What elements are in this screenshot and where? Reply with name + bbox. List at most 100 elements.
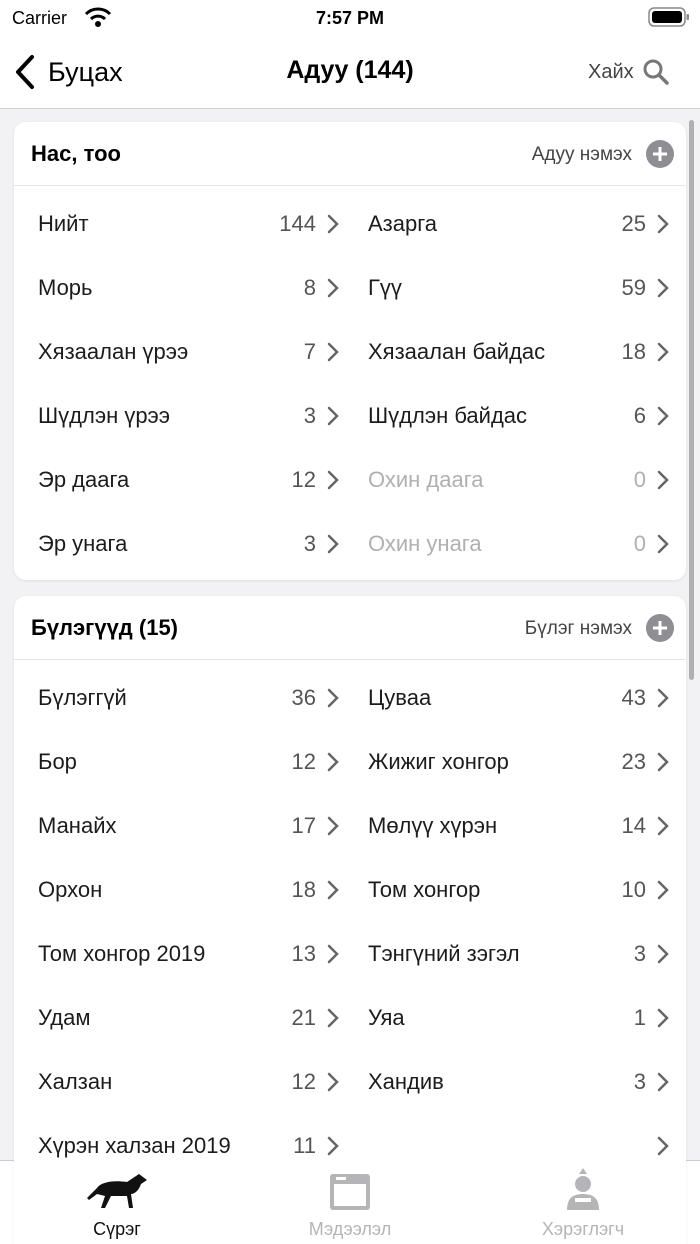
tab[interactable]: Мэдээлэл [250,1162,450,1242]
item-label: Охин унага [368,531,482,556]
list-item[interactable]: Бүлэггүй 36 [24,668,350,728]
tab-label: Хэрэглэгч [541,1219,625,1239]
search-button[interactable]: Хайх [580,52,680,92]
chevron [327,816,339,836]
chevron [657,278,669,298]
item-label: Хязаалан байдас [368,339,546,364]
list-item[interactable]: Азарга 25 [354,194,680,254]
list-item[interactable]: Том хонгор 10 [354,860,680,920]
list-item[interactable]: Хандив 3 [354,1052,680,1112]
list-item[interactable]: Хязаалан үрээ 7 [24,322,350,382]
item-label: Шүдлэн байдас [368,403,528,428]
item-label: Мөлүү хүрэн [368,813,498,838]
search-icon [643,59,669,85]
list-item[interactable]: Тэнгүний зэгэл 3 [354,924,680,984]
item-count: 17 [291,813,316,838]
item-label: Жижиг хонгор [368,749,509,774]
item-label: Хандив [368,1069,444,1094]
item-count: 0 [633,467,646,492]
tab[interactable]: Сүрэг [17,1162,217,1242]
scroll-indicator [689,120,694,680]
item-label: Нийт [38,211,89,236]
item-label: Хүрэн халзан 2019 [38,1133,231,1158]
item-label: Гүү [368,275,402,300]
item-count: 14 [621,813,646,838]
list-item[interactable]: Жижиг хонгор 23 [354,732,680,792]
item-label: Морь [38,275,93,300]
item-label: Охин даага [368,467,484,492]
item-count: 3 [633,941,646,966]
list-item[interactable]: Охин унага 0 [354,514,680,574]
list-item[interactable]: Гүү 59 [354,258,680,318]
list-item[interactable]: Цуваа 43 [354,668,680,728]
back-chevron [16,55,34,89]
list-item[interactable]: Удам 21 [24,988,350,1048]
list-item[interactable]: Шүдлэн үрээ 3 [24,386,350,446]
add-button[interactable]: Бүлэг нэмэх [504,608,674,648]
list-item[interactable]: Морь 8 [24,258,350,318]
chevron [657,880,669,900]
chevron [327,1072,339,1092]
item-count: 3 [303,531,316,556]
list-item[interactable]: Бор 12 [24,732,350,792]
item-count: 7 [303,339,316,364]
item-count: 0 [633,531,646,556]
item-label: Эр даага [38,467,130,492]
list-item[interactable]: Манайх 17 [24,796,350,856]
item-label: Халзан [38,1069,113,1094]
list-item[interactable]: Нийт 144 [24,194,350,254]
chevron [657,406,669,426]
chevron [657,1136,669,1156]
list-item[interactable]: Хязаалан байдас 18 [354,322,680,382]
list-item[interactable]: Том хонгор 2019 13 [24,924,350,984]
chevron [327,214,339,234]
item-count: 11 [293,1133,316,1158]
chevron [327,688,339,708]
list-item[interactable]: Халзан 12 [24,1052,350,1112]
chevron [327,278,339,298]
list-item[interactable]: Эр унага 3 [24,514,350,574]
item-count: 18 [291,877,316,902]
add-button[interactable]: Адуу нэмэх [504,134,674,174]
item-count: 18 [621,339,646,364]
list-item[interactable]: Эр даага 12 [24,450,350,510]
list-item[interactable]: Орхон 18 [24,860,350,920]
list-item[interactable]: Охин даага 0 [354,450,680,510]
item-count: 1 [633,1005,646,1030]
item-count: 8 [303,275,316,300]
chevron [657,1072,669,1092]
list-item[interactable]: Мөлүү хүрэн 14 [354,796,680,856]
chevron [657,214,669,234]
chevron [657,944,669,964]
item-label: Удам [38,1005,91,1030]
list-item[interactable]: Уяа 1 [354,988,680,1048]
top-bar [0,0,700,109]
wifi-icon [84,7,112,27]
section-title: Бүлэгүүд (15) [31,615,179,640]
chevron [327,470,339,490]
item-label: Азарга [368,211,438,236]
list-item[interactable]: Шүдлэн байдас 6 [354,386,680,446]
tab-icon [567,1168,599,1210]
divider [14,185,686,186]
tab[interactable]: Хэрэглэгч [483,1162,683,1242]
chevron [657,342,669,362]
back-button[interactable]: Буцах [10,50,130,94]
tab-label: Сүрэг [93,1219,141,1239]
chevron [327,406,339,426]
item-count: 3 [303,403,316,428]
chevron [327,1136,339,1156]
item-label: Цуваа [368,685,432,710]
item-label: Том хонгор [368,877,481,902]
add-label: Бүлэг нэмэх [524,618,632,639]
add-label: Адуу нэмэх [531,144,632,165]
list-item[interactable]: Хүрэн халзан 2019 11 [24,1116,350,1176]
add-icon [646,614,674,642]
add-icon [646,140,674,168]
battery-icon [648,7,689,27]
item-count: 36 [291,685,316,710]
item-count: 10 [621,877,646,902]
carrier: Carrier [12,8,68,28]
item-label: Том хонгор 2019 [38,941,206,966]
